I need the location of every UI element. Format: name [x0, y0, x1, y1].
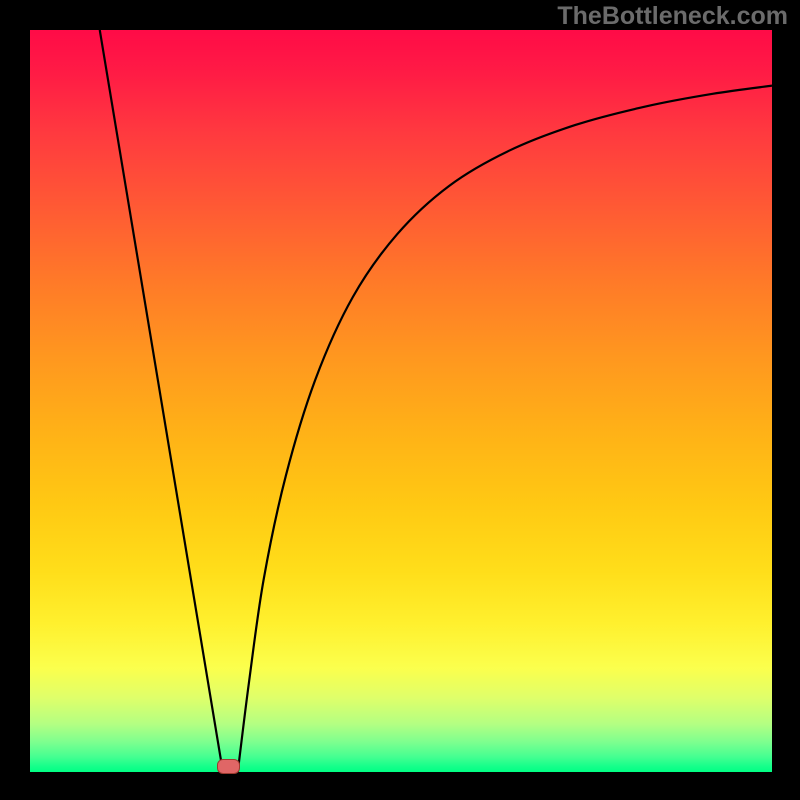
plot-area — [30, 30, 772, 772]
chart-container: { "watermark": { "text": "TheBottleneck.… — [0, 0, 800, 800]
curve-right-branch — [238, 86, 772, 772]
curve-left-branch — [100, 30, 223, 772]
bottleneck-marker — [217, 759, 240, 774]
curve-svg — [30, 30, 772, 772]
watermark-text: TheBottleneck.com — [557, 2, 788, 31]
